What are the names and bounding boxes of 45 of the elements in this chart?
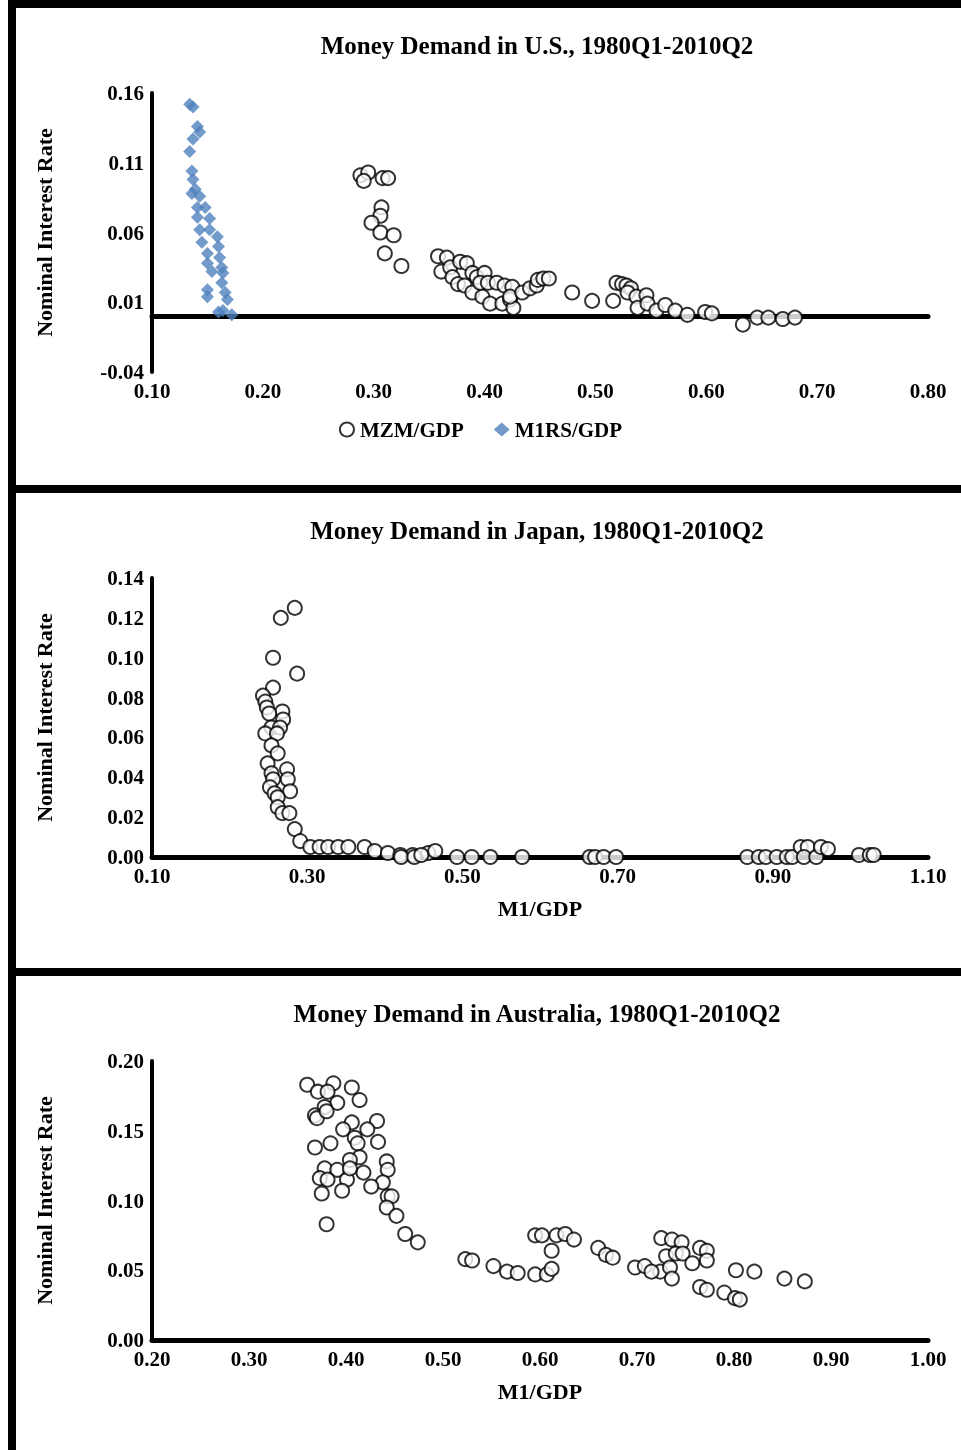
legend-label: MZM/GDP [359, 417, 464, 442]
y-tick-label: 0.10 [107, 645, 144, 670]
y-tick-label: 0.08 [107, 685, 144, 710]
y-tick-label: 0.11 [108, 150, 144, 175]
chart-title: Money Demand in Australia, 1980Q1-2010Q2 [293, 1000, 781, 1027]
x-tick-label: 0.60 [687, 378, 725, 403]
y-tick-label: 0.16 [107, 81, 144, 105]
x-tick-label: 0.50 [577, 378, 614, 403]
x-tick-label: 0.40 [466, 378, 503, 403]
y-tick-label: 0.20 [107, 1049, 144, 1073]
y-tick-label: 0.14 [107, 566, 145, 590]
x-tick-label: 0.70 [618, 1346, 656, 1371]
x-tick-label: 0.50 [444, 863, 481, 888]
x-tick-label: 0.90 [812, 1346, 850, 1371]
x-tick-label: 1.00 [909, 1346, 947, 1371]
y-tick-label: 0.10 [107, 1188, 144, 1213]
y-tick-label: 0.05 [107, 1258, 144, 1283]
x-tick-label: 0.50 [424, 1346, 462, 1371]
y-tick-label: 0.12 [107, 605, 144, 630]
y-tick-label: 0.15 [107, 1118, 144, 1143]
y-tick-label: 0.02 [107, 805, 144, 830]
x-tick-label: 0.80 [715, 1346, 753, 1371]
y-axis-title: Nominal Interest Rate [31, 127, 57, 337]
x-tick-label: 0.90 [754, 863, 792, 888]
x-tick-label: 0.70 [599, 863, 636, 888]
x-tick-label: 0.30 [288, 863, 326, 888]
legend-label: M1RS/GDP [514, 417, 623, 442]
x-tick-label: 0.30 [230, 1346, 268, 1371]
x-tick-label: 0.20 [244, 378, 282, 403]
y-axis-title: Nominal Interest Rate [31, 612, 57, 822]
chart-title: Money Demand in Japan, 1980Q1-2010Q2 [310, 517, 764, 544]
x-tick-label: 0.80 [909, 378, 947, 403]
y-tick-label: 0.06 [107, 220, 144, 245]
y-tick-label: 0.01 [107, 290, 144, 315]
x-axis-title: M1/GDP [497, 895, 583, 921]
y-tick-label: 0.06 [107, 725, 144, 750]
x-tick-label: 0.70 [798, 378, 836, 403]
x-tick-label: 1.10 [909, 863, 947, 888]
y-axis-title: Nominal Interest Rate [31, 1095, 57, 1305]
x-tick-label: 0.40 [327, 1346, 365, 1371]
x-axis-title: M1/GDP [497, 1378, 583, 1404]
x-tick-label: 0.60 [521, 1346, 559, 1371]
y-tick-label: 0.04 [107, 765, 145, 790]
chart-title: Money Demand in U.S., 1980Q1-2010Q2 [320, 32, 754, 59]
x-tick-label: 0.30 [355, 378, 393, 403]
